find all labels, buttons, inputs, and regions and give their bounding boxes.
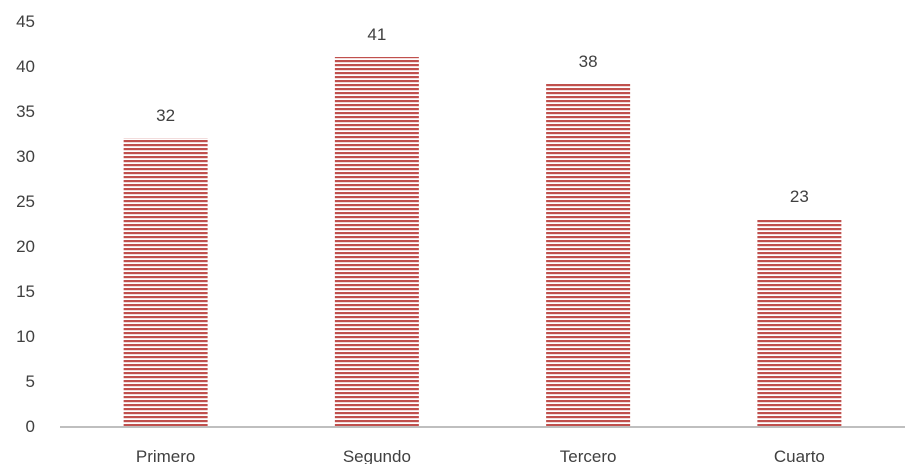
data-labels-group: 32 41 38 23 (156, 25, 809, 206)
bar (546, 84, 631, 426)
y-tick-label: 20 (16, 237, 35, 256)
data-label: 41 (367, 25, 386, 44)
y-tick-label: 10 (16, 327, 35, 346)
y-tick-label: 45 (16, 12, 35, 31)
y-tick-label: 25 (16, 192, 35, 211)
bars-group (123, 57, 842, 426)
y-tick-label: 0 (26, 417, 35, 436)
y-tick-label: 5 (26, 372, 35, 391)
data-label: 23 (790, 187, 809, 206)
y-tick-label: 40 (16, 57, 35, 76)
data-label: 32 (156, 106, 175, 125)
x-category-label: Cuarto (774, 447, 825, 464)
bar (334, 57, 419, 426)
y-tick-label: 35 (16, 102, 35, 121)
bar (123, 138, 208, 426)
y-axis-tick-labels: 0 5 10 15 20 25 30 35 40 45 (16, 12, 35, 436)
y-tick-label: 15 (16, 282, 35, 301)
category-labels-group: Primero Segundo Tercero Cuarto (136, 447, 825, 464)
x-category-label: Primero (136, 447, 196, 464)
bar (757, 219, 842, 426)
x-category-label: Segundo (343, 447, 411, 464)
x-category-label: Tercero (560, 447, 617, 464)
data-label: 38 (579, 52, 598, 71)
y-tick-label: 30 (16, 147, 35, 166)
